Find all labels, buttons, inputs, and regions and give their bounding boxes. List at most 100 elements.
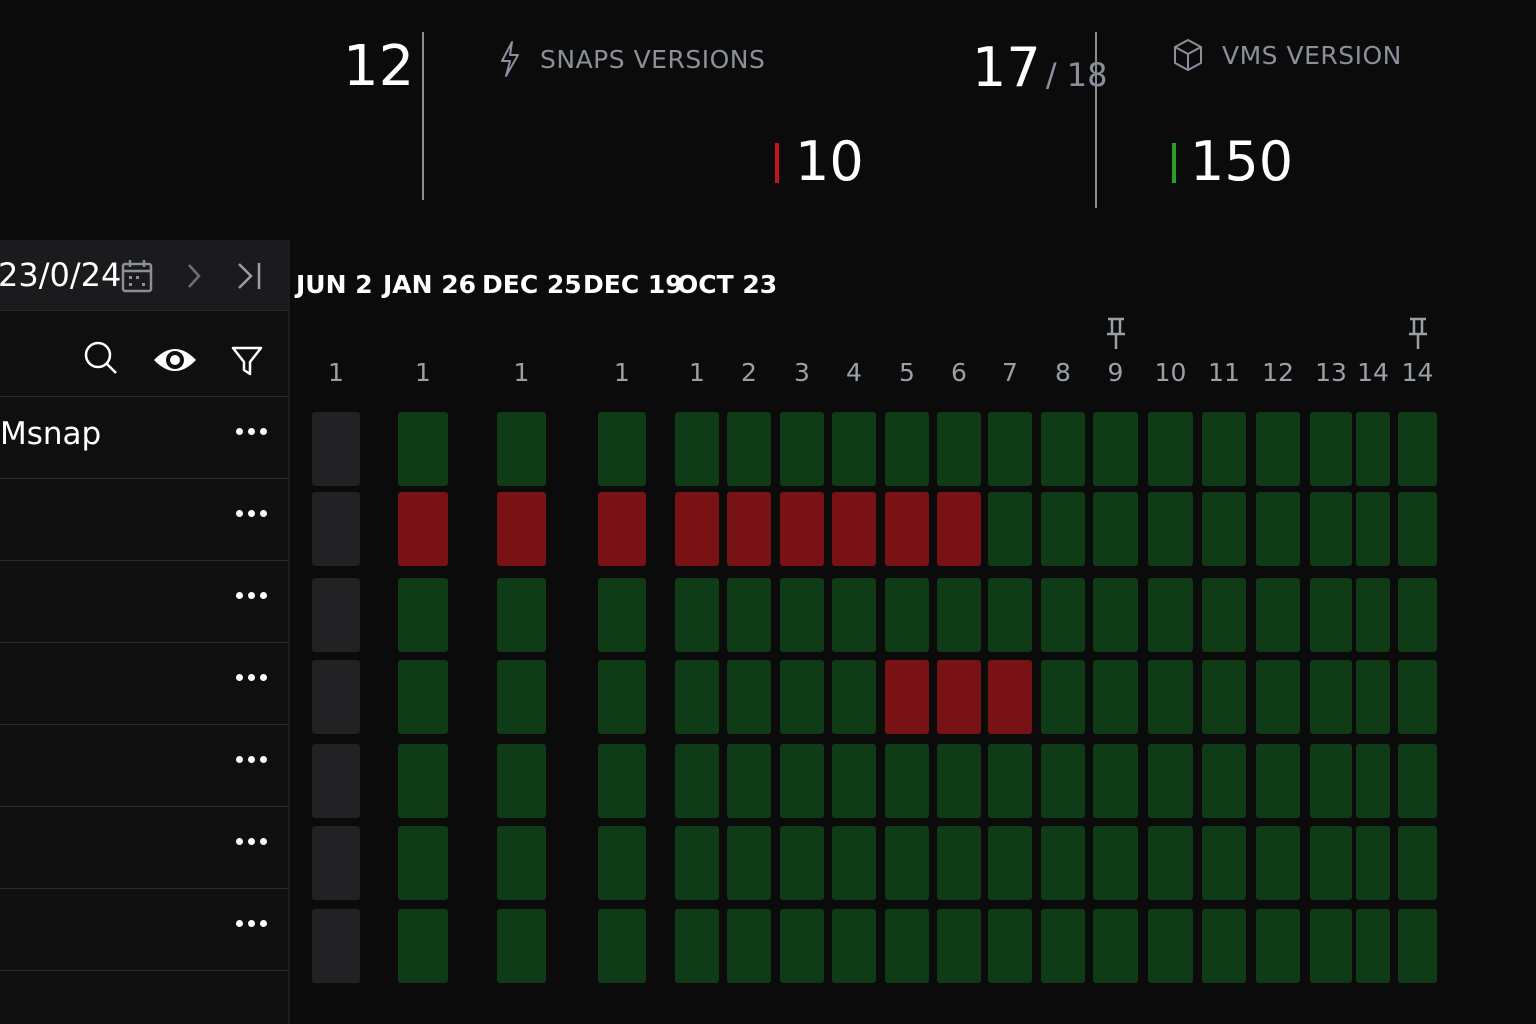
column-number[interactable]: 9: [1107, 358, 1124, 387]
status-cell[interactable]: [1041, 744, 1085, 818]
status-cell[interactable]: [1202, 744, 1246, 818]
status-cell[interactable]: [780, 660, 824, 734]
status-cell[interactable]: [1310, 412, 1352, 486]
status-cell[interactable]: [1256, 909, 1300, 983]
status-cell[interactable]: [832, 909, 876, 983]
status-cell[interactable]: [1256, 826, 1300, 900]
date-field[interactable]: 23/0/24: [0, 256, 122, 294]
column-number[interactable]: 13: [1315, 358, 1347, 387]
column-number[interactable]: 1: [513, 358, 530, 387]
filter-icon[interactable]: [230, 344, 264, 378]
status-cell[interactable]: [1202, 909, 1246, 983]
status-cell[interactable]: [1041, 660, 1085, 734]
status-cell[interactable]: [1093, 578, 1138, 652]
status-cell[interactable]: [1356, 492, 1390, 566]
status-cell[interactable]: [598, 660, 646, 734]
status-cell[interactable]: [1148, 909, 1193, 983]
column-number[interactable]: 14: [1357, 358, 1389, 387]
status-cell[interactable]: [885, 492, 929, 566]
status-cell[interactable]: [1310, 744, 1352, 818]
column-number[interactable]: 11: [1208, 358, 1240, 387]
status-cell[interactable]: [1093, 826, 1138, 900]
more-icon[interactable]: [236, 756, 267, 763]
status-cell[interactable]: [1256, 412, 1300, 486]
status-cell[interactable]: [988, 660, 1032, 734]
status-cell[interactable]: [1256, 578, 1300, 652]
status-cell[interactable]: [1148, 578, 1193, 652]
status-cell[interactable]: [1093, 660, 1138, 734]
status-cell[interactable]: [1398, 744, 1437, 818]
status-cell[interactable]: [937, 578, 981, 652]
status-cell[interactable]: [497, 909, 546, 983]
status-cell[interactable]: [1310, 660, 1352, 734]
calendar-icon[interactable]: [120, 258, 154, 294]
status-cell[interactable]: [398, 909, 448, 983]
status-cell[interactable]: [1148, 826, 1193, 900]
column-number[interactable]: 14: [1401, 358, 1434, 387]
status-cell[interactable]: [885, 578, 929, 652]
status-cell[interactable]: [1398, 578, 1437, 652]
column-number[interactable]: 4: [846, 358, 862, 387]
column-number[interactable]: 2: [741, 358, 757, 387]
status-cell[interactable]: [832, 660, 876, 734]
status-cell[interactable]: [937, 744, 981, 818]
status-cell[interactable]: [1356, 826, 1390, 900]
status-cell[interactable]: [598, 909, 646, 983]
status-cell[interactable]: [1202, 826, 1246, 900]
status-cell[interactable]: [727, 744, 771, 818]
column-number[interactable]: 1: [415, 358, 431, 387]
more-icon[interactable]: [236, 674, 267, 681]
status-cell[interactable]: [937, 492, 981, 566]
status-cell[interactable]: [312, 660, 360, 734]
chevron-right-icon[interactable]: [184, 262, 204, 290]
status-cell[interactable]: [1148, 492, 1193, 566]
status-cell[interactable]: [988, 578, 1032, 652]
status-cell[interactable]: [727, 412, 771, 486]
status-cell[interactable]: [885, 909, 929, 983]
status-cell[interactable]: [832, 826, 876, 900]
status-cell[interactable]: [937, 412, 981, 486]
status-cell[interactable]: [675, 578, 719, 652]
status-cell[interactable]: [312, 578, 360, 652]
more-icon[interactable]: [236, 592, 267, 599]
status-cell[interactable]: [988, 744, 1032, 818]
status-cell[interactable]: [832, 578, 876, 652]
status-cell[interactable]: [1398, 826, 1437, 900]
status-cell[interactable]: [832, 744, 876, 818]
status-cell[interactable]: [832, 492, 876, 566]
status-cell[interactable]: [727, 660, 771, 734]
status-cell[interactable]: [675, 492, 719, 566]
status-cell[interactable]: [1356, 412, 1390, 486]
status-cell[interactable]: [1356, 660, 1390, 734]
status-cell[interactable]: [937, 826, 981, 900]
column-number[interactable]: 5: [899, 358, 915, 387]
status-cell[interactable]: [398, 492, 448, 566]
pin-icon[interactable]: [1104, 316, 1128, 350]
pin-icon[interactable]: [1406, 316, 1430, 350]
status-cell[interactable]: [598, 578, 646, 652]
status-cell[interactable]: [988, 412, 1032, 486]
status-cell[interactable]: [1356, 909, 1390, 983]
status-cell[interactable]: [1356, 578, 1390, 652]
list-item[interactable]: [0, 724, 288, 807]
skip-to-end-icon[interactable]: [234, 260, 264, 292]
status-cell[interactable]: [1310, 578, 1352, 652]
column-number[interactable]: 7: [1002, 358, 1018, 387]
column-number[interactable]: 3: [794, 358, 810, 387]
list-item[interactable]: [0, 888, 288, 971]
status-cell[interactable]: [1398, 660, 1437, 734]
status-cell[interactable]: [1093, 909, 1138, 983]
status-cell[interactable]: [398, 826, 448, 900]
status-cell[interactable]: [727, 578, 771, 652]
status-cell[interactable]: [1093, 492, 1138, 566]
search-icon[interactable]: [83, 340, 119, 376]
status-cell[interactable]: [1202, 412, 1246, 486]
status-cell[interactable]: [780, 578, 824, 652]
status-cell[interactable]: [885, 660, 929, 734]
status-cell[interactable]: [885, 412, 929, 486]
status-cell[interactable]: [780, 492, 824, 566]
status-cell[interactable]: [497, 492, 546, 566]
status-cell[interactable]: [1041, 826, 1085, 900]
status-cell[interactable]: [312, 492, 360, 566]
status-cell[interactable]: [312, 909, 360, 983]
